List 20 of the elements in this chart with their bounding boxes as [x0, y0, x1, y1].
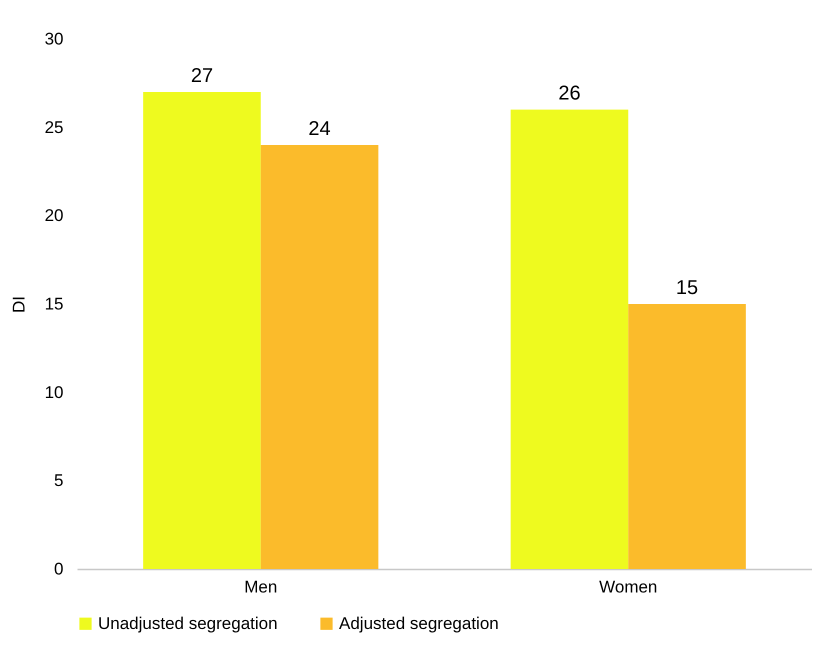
legend-label: Unadjusted segregation [98, 614, 278, 633]
data-label: 26 [558, 82, 581, 105]
x-tick-label: Women [599, 578, 658, 596]
y-tick-label: 15 [44, 294, 64, 314]
data-label: 24 [308, 118, 331, 140]
legend-label: Adjusted segregation [339, 614, 499, 633]
bar [628, 304, 746, 569]
data-label: 15 [676, 277, 698, 299]
bar [260, 145, 378, 569]
x-tick-label: Men [244, 578, 278, 596]
y-tick-label: 30 [44, 30, 64, 48]
y-tick-label: 25 [44, 118, 64, 137]
data-label: 27 [190, 65, 214, 87]
y-tick-label: 0 [54, 560, 64, 578]
bar [143, 92, 261, 569]
y-tick-label: 10 [44, 382, 64, 402]
y-tick-label: 5 [54, 471, 64, 490]
y-axis-title: DI [10, 296, 29, 313]
y-tick-label: 20 [44, 206, 64, 226]
bar [510, 110, 628, 569]
